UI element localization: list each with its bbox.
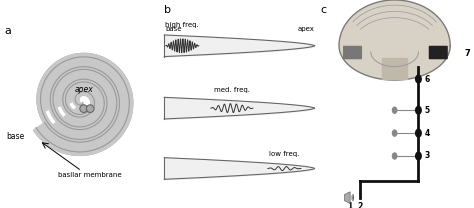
Circle shape xyxy=(415,151,422,161)
Text: 6: 6 xyxy=(424,74,430,84)
Text: base: base xyxy=(6,132,25,141)
Text: apex: apex xyxy=(298,26,314,32)
Text: b: b xyxy=(164,5,171,15)
Text: basilar membrane: basilar membrane xyxy=(58,172,122,178)
Polygon shape xyxy=(339,0,450,80)
Polygon shape xyxy=(345,192,350,203)
Circle shape xyxy=(415,106,422,115)
Text: 1: 1 xyxy=(347,202,353,208)
Text: 2: 2 xyxy=(357,202,362,208)
Text: c: c xyxy=(320,5,326,15)
FancyBboxPatch shape xyxy=(343,46,362,59)
Circle shape xyxy=(415,129,422,138)
Text: 7: 7 xyxy=(465,48,471,58)
Text: low freq.: low freq. xyxy=(269,151,300,157)
Polygon shape xyxy=(382,58,407,79)
Text: 5: 5 xyxy=(424,106,429,115)
Circle shape xyxy=(392,129,398,137)
Text: apex: apex xyxy=(75,85,94,94)
Circle shape xyxy=(415,74,422,84)
Text: a: a xyxy=(4,26,11,36)
Circle shape xyxy=(392,152,398,160)
Text: 4: 4 xyxy=(424,129,430,138)
Text: base: base xyxy=(166,26,182,32)
Text: 3: 3 xyxy=(424,151,430,161)
Circle shape xyxy=(392,106,398,114)
Text: high freq.: high freq. xyxy=(165,22,199,28)
FancyBboxPatch shape xyxy=(429,46,448,59)
Circle shape xyxy=(80,105,88,113)
Text: med. freq.: med. freq. xyxy=(214,87,250,93)
Circle shape xyxy=(86,105,94,113)
